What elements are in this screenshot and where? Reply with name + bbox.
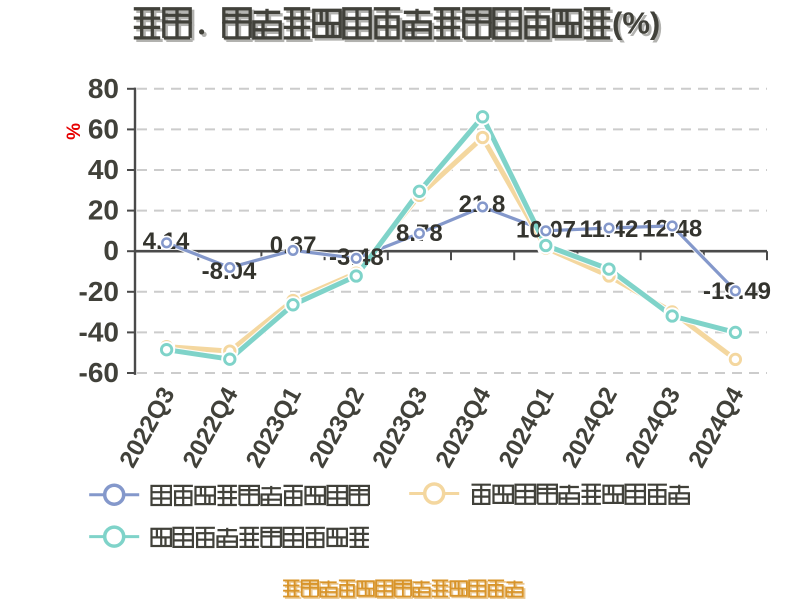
svg-text:20: 20 xyxy=(88,195,119,226)
svg-text:60: 60 xyxy=(88,113,119,144)
svg-text:80: 80 xyxy=(88,73,119,104)
svg-text:(%): (%) xyxy=(615,8,663,43)
svg-text:-40: -40 xyxy=(79,316,119,347)
svg-text:-60: -60 xyxy=(79,357,119,388)
svg-text:40: 40 xyxy=(88,154,119,185)
svg-text:-20: -20 xyxy=(79,276,119,307)
svg-text:(%): (%) xyxy=(612,5,660,40)
svg-text:%: % xyxy=(62,123,83,140)
svg-text:0: 0 xyxy=(103,235,119,266)
